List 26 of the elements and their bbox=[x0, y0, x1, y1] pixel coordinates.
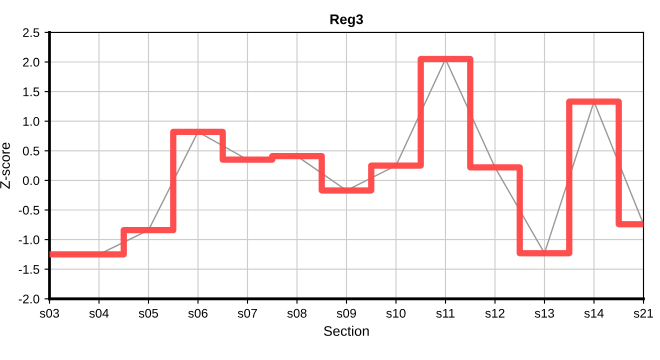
x-tick-label: s04 bbox=[89, 308, 109, 318]
x-tick-label: s05 bbox=[138, 308, 158, 318]
y-axis-title: Z-score bbox=[0, 142, 10, 189]
x-tick-label: s11 bbox=[436, 308, 455, 318]
x-tick-label: s21 bbox=[634, 308, 653, 318]
x-tick-label: s08 bbox=[287, 308, 307, 318]
y-tick-label: 1.5 bbox=[23, 88, 40, 96]
y-tick-label: -1.5 bbox=[18, 265, 40, 274]
y-tick-label: 1.0 bbox=[23, 117, 40, 126]
x-axis-title: Section bbox=[324, 326, 369, 336]
y-tick-label: 2.0 bbox=[23, 58, 40, 67]
x-tick-label: s06 bbox=[188, 308, 208, 318]
x-tick-label: s13 bbox=[534, 308, 554, 318]
x-tick-label: s03 bbox=[40, 308, 60, 318]
x-tick-label: s14 bbox=[584, 308, 604, 318]
x-tick-label: s09 bbox=[336, 308, 356, 318]
y-tick-label: 0.0 bbox=[22, 176, 40, 186]
y-tick-label: 2.5 bbox=[23, 28, 40, 38]
x-tick-label: s07 bbox=[238, 308, 257, 318]
y-tick-label: -1.0 bbox=[18, 235, 40, 244]
x-tick-label: s12 bbox=[485, 308, 504, 318]
y-tick-label: 0.5 bbox=[22, 146, 40, 156]
chart-title: Reg3 bbox=[330, 14, 363, 28]
y-tick-label: -2.0 bbox=[18, 294, 40, 304]
y-tick-label: -0.5 bbox=[18, 206, 40, 215]
x-tick-label: s10 bbox=[386, 308, 406, 318]
